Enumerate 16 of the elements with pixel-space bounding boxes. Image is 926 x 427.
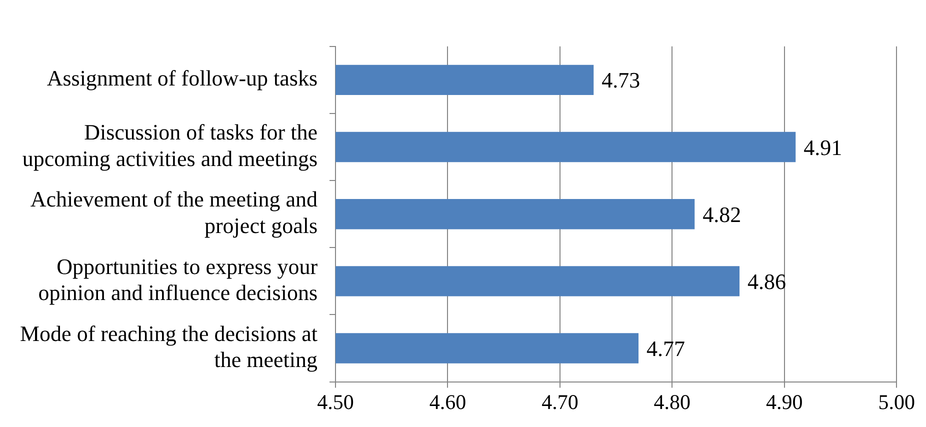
y-tick-label: Assignment of follow-up tasks: [46, 66, 318, 91]
data-label: 4.91: [804, 134, 842, 160]
data-label: 4.73: [602, 68, 640, 93]
y-tick-label: Opportunities to express your opinion and influence decisions: [38, 254, 318, 306]
x-tick-label: 4.90: [766, 390, 803, 414]
data-label: 4.77: [646, 336, 686, 362]
x-tick-label: 4.60: [429, 390, 466, 414]
y-tick-label: Discussion of tasks for the upcoming activities and meetings: [22, 120, 318, 171]
x-tick-label: 4.50: [317, 390, 354, 414]
data-label: 4.82: [702, 202, 742, 227]
x-tick-label: 4.80: [654, 390, 691, 414]
y-tick-label: Achievement of the meeting and project goals: [30, 186, 318, 238]
x-tick-label: 4.70: [542, 390, 578, 414]
y-tick-label: Mode of reaching the decisions at the meeting: [20, 320, 318, 372]
x-tick-label: 5.00: [878, 390, 915, 414]
data-label: 4.86: [748, 268, 786, 294]
